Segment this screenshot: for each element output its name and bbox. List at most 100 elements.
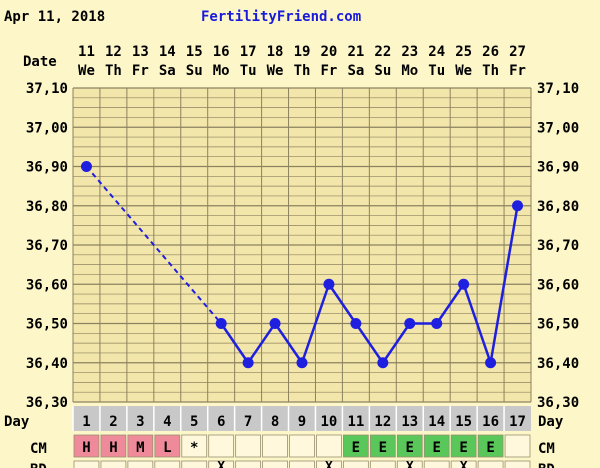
bd-cell [73,460,100,468]
bd-cell [154,460,181,468]
weekday-label: Tu [240,63,257,79]
cycle-day-number: 10 [321,414,338,430]
cycle-day-number: 6 [217,414,225,430]
cycle-day-number: 11 [347,414,364,430]
temperature-line-dashed [85,165,222,325]
temperature-point [485,357,497,369]
temperature-line [220,322,250,364]
date-number: 16 [213,44,230,60]
cm-value: E [486,440,494,456]
weekday-label: Mo [401,63,418,79]
y-tick-label-left: 36,80 [26,199,68,215]
bd-cell [262,460,288,468]
date-number: 20 [321,44,338,60]
cycle-day-number: 2 [109,414,117,430]
bd-row-label-left: BD [30,462,47,468]
cm-cell [423,434,450,458]
cycle-day-number: 16 [482,414,499,430]
y-tick-label-right: 37,10 [537,81,579,97]
temperature-line [381,322,411,364]
bd-cell [477,460,504,468]
cm-cell [154,434,181,458]
bd-cell [181,460,208,468]
bd-cell [423,460,450,468]
cycle-day-number: 12 [374,414,391,430]
cycle-day-number: 4 [163,414,171,430]
cycle-day-number: 9 [298,414,306,430]
y-tick-label-left: 36,90 [26,160,68,176]
weekday-label: Th [482,63,499,79]
bd-cell [396,460,423,468]
date-number: 15 [186,44,203,60]
y-tick-label-left: 36,30 [26,395,68,411]
temperature-line [489,205,519,363]
day-row-label-right: Day [538,414,564,430]
cm-cell [504,434,531,458]
y-tick-label-right: 36,60 [537,277,579,293]
weekday-label: Sa [347,63,364,79]
bd-cell [235,460,261,468]
weekday-label: Fr [132,63,149,79]
temperature-point [404,318,416,329]
cm-cell [343,434,369,458]
cm-value: M [136,440,144,456]
y-tick-label-left: 36,50 [26,317,68,333]
cycle-day-number: 14 [428,414,445,430]
cycle-day-number: 15 [455,414,472,430]
cm-value: E [459,440,467,456]
date-number: 21 [347,44,364,60]
day-row-band [73,406,531,431]
y-tick-label-left: 37,00 [26,120,68,136]
weekday-label: Sa [159,63,176,79]
cm-value: H [82,440,90,456]
temperature-point [458,278,470,290]
y-tick-label-right: 36,50 [537,317,579,333]
temperature-point [512,200,524,212]
cm-cell [262,434,288,458]
weekday-label: We [455,63,472,79]
weekday-label: Su [374,63,391,79]
bd-cell [100,460,127,468]
bd-row-label-right: BD [538,462,555,468]
bd-cell [127,460,154,468]
bd-mark: X [460,460,468,468]
bd-cell [316,460,342,468]
cycle-day-number: 8 [271,414,279,430]
cm-cell [127,434,154,458]
y-tick-label-left: 36,70 [26,238,68,254]
cm-value: E [352,440,360,456]
date-number: 11 [78,44,95,60]
date-number: 13 [132,44,149,60]
weekday-label: Mo [213,63,230,79]
weekday-label: Fr [321,63,338,79]
date-number: 22 [374,44,391,60]
cm-cell [396,434,423,458]
temperature-point [269,318,281,329]
bd-mark: X [325,460,333,468]
weekday-label: Th [105,63,122,79]
cycle-day-number: 3 [136,414,144,430]
cm-value: E [432,440,440,456]
cm-cell [235,434,261,458]
site-brand: FertilityFriend.com [201,9,361,25]
date-number: 19 [294,44,311,60]
y-tick-label-left: 37,10 [26,81,68,97]
temperature-point [296,357,308,369]
date-number: 26 [482,44,499,60]
temperature-point [80,161,92,172]
temperature-line [300,283,331,364]
temperature-point [350,318,362,329]
date-number: 23 [401,44,418,60]
cm-row-label-right: CM [538,441,555,457]
bd-cell [369,460,396,468]
weekday-label: Su [186,63,203,79]
bd-cell [289,460,315,468]
bd-cell [208,460,235,468]
date-number: 27 [509,44,526,60]
cm-row-label-left: CM [30,441,47,457]
weekday-label: We [78,63,95,79]
cm-cell [208,434,235,458]
temperature-point [242,357,254,369]
temperature-line [354,322,384,364]
